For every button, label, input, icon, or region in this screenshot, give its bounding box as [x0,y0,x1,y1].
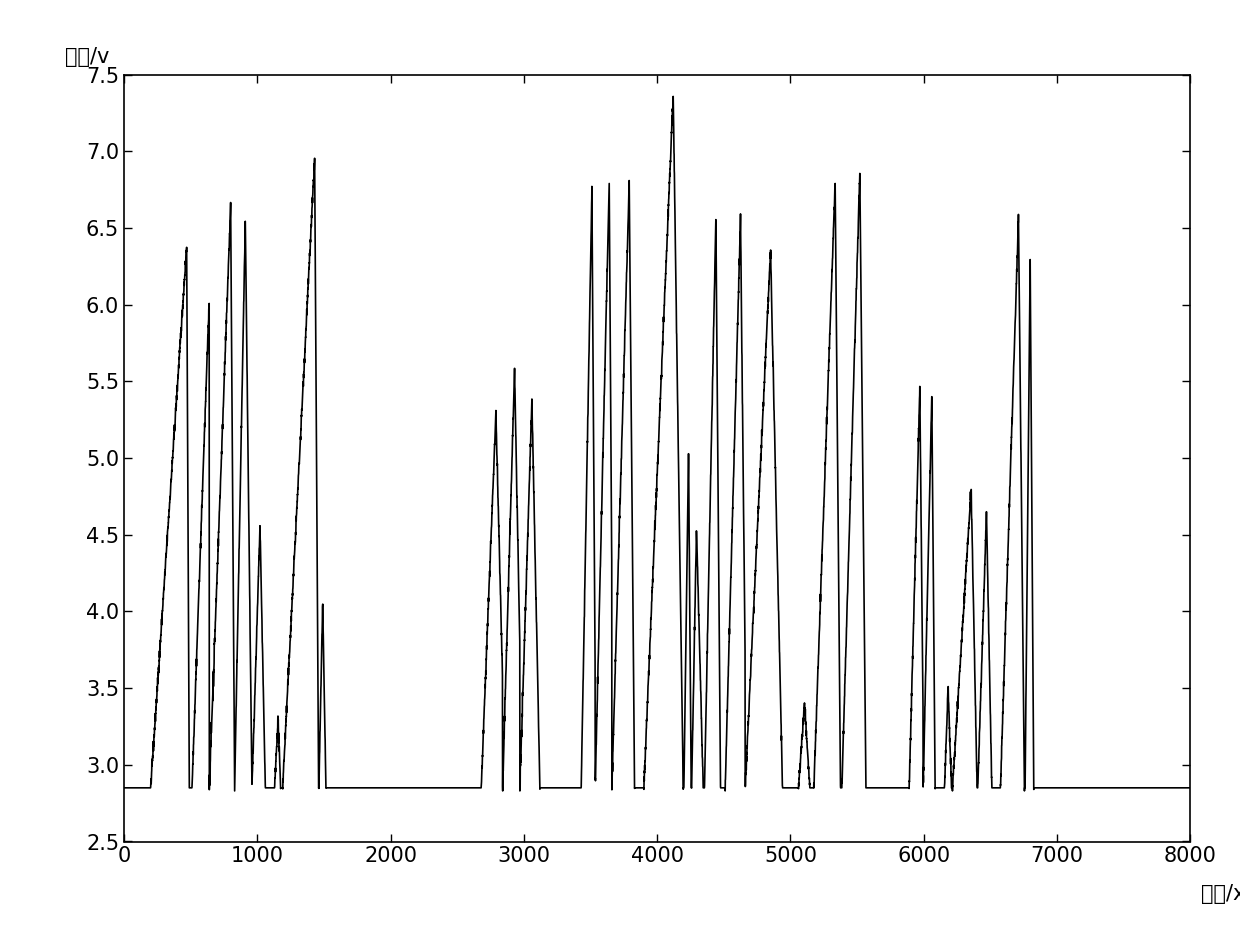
Text: 时间/x0.1ms: 时间/x0.1ms [1202,884,1240,903]
Text: 电压/v: 电压/v [66,47,109,67]
